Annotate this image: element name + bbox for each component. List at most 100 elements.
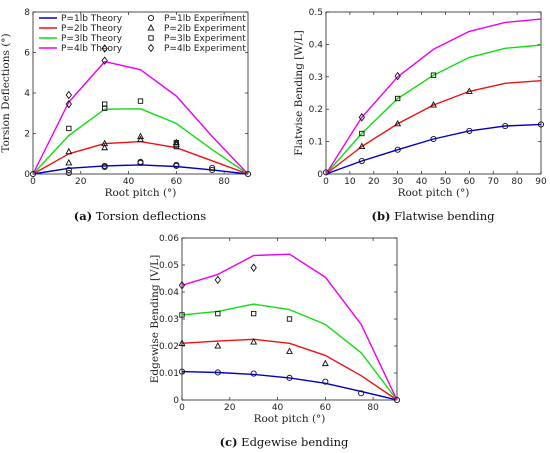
y-tick-label: 0.2 (309, 105, 323, 115)
data-point-circle (393, 396, 401, 404)
legend-label: P=3lb Experiment (164, 34, 246, 44)
caption-c-text: Edgewise bending (238, 435, 349, 449)
data-point-circle (430, 135, 437, 143)
data-point-triangle (430, 101, 437, 108)
y-tick-label: 0.3 (309, 73, 323, 83)
data-point-circle (178, 368, 186, 375)
data-point-square (215, 310, 221, 317)
data-point-circle (29, 170, 37, 178)
x-tick-label: 30 (392, 177, 404, 187)
y-axis-label: Edgewise Bending [V/L] (149, 255, 161, 384)
data-point-square (286, 316, 293, 322)
data-point-circle (466, 127, 473, 134)
x-tick-label: 20 (224, 403, 236, 413)
legend-label: P=4lb Theory (61, 44, 123, 54)
y-tick-label: 0.1 (309, 138, 323, 148)
data-point-circle (209, 166, 216, 173)
y-tick-label: 4 (24, 89, 30, 99)
y-tick-label: 0.03 (159, 315, 179, 325)
x-tick-label: 20 (75, 177, 87, 187)
y-tick-label: 2 (24, 130, 30, 140)
x-tick-label: 60 (464, 177, 476, 187)
x-tick-label: 10 (344, 177, 356, 187)
data-point-triangle (137, 135, 144, 143)
data-point-triangle (250, 338, 258, 345)
data-point-circle (502, 122, 509, 130)
series-line-p-2lb-theory (325, 80, 542, 175)
x-tick-label: 20 (368, 177, 380, 187)
data-point-square (430, 72, 437, 78)
x-tick-label: 0 (179, 403, 185, 413)
legend-label: P=4lb Experiment (164, 44, 246, 54)
y-tick-label: 8 (24, 8, 30, 18)
data-point-diamond (65, 90, 72, 100)
x-tick-label: 80 (218, 177, 230, 187)
y-tick-label: 0.05 (159, 261, 179, 271)
y-tick-label: 6 (24, 49, 30, 59)
legend-marker-diamond (147, 43, 155, 53)
data-point-square (137, 98, 144, 104)
y-tick-label: 0.5 (309, 8, 323, 18)
data-point-diamond (250, 263, 257, 272)
x-tick-label: 40 (272, 403, 284, 413)
series-line-p-2lb-theory (181, 338, 398, 401)
data-point-square (102, 101, 108, 107)
x-tick-label: 70 (487, 177, 499, 187)
x-axis-label: Root pitch (°) (254, 413, 326, 425)
x-tick-label: 60 (320, 403, 332, 413)
data-point-circle (358, 157, 365, 165)
caption-a-letter: (a) (74, 209, 92, 223)
y-tick-label: 0.04 (159, 288, 179, 298)
x-tick-label: 80 (367, 403, 379, 413)
legend-marker-square (148, 35, 154, 41)
data-point-triangle (178, 339, 186, 346)
data-point-circle (244, 170, 252, 178)
y-tick-label: 0.02 (159, 342, 179, 352)
x-tick-label: 80 (511, 177, 523, 187)
x-tick-label: 40 (123, 177, 135, 187)
data-point-diamond (101, 44, 108, 53)
series-line-p-1lb-theory (181, 370, 398, 401)
series-line-p-1lb-theory (32, 164, 249, 175)
data-point-triangle (65, 147, 73, 155)
panel-flatwise-bending: 0 10 20 30 40 50 60 70 80 90 0 0.1 0.2 0.3 0.4 0.5 Root … (293, 8, 547, 199)
data-point-circle (322, 378, 329, 385)
data-point-circle (65, 169, 72, 177)
legend-label: P=3lb Theory (61, 34, 123, 44)
caption-b-letter: (b) (372, 209, 391, 223)
y-tick-label: 0.4 (309, 40, 324, 50)
data-point-circle (65, 166, 72, 173)
y-axis-label: Flatwise Bending [W/L] (293, 30, 305, 156)
caption-b-text: Flatwise bending (390, 209, 495, 223)
series-line-p-3lb-theory (181, 303, 398, 401)
x-tick-label: 40 (416, 177, 428, 187)
data-point-square (359, 130, 365, 137)
data-point-circle (209, 164, 216, 171)
series-line-p-4lb-theory (32, 60, 249, 175)
data-point-circle (137, 158, 144, 165)
series-line-p-4lb-theory (181, 253, 398, 401)
data-point-circle (214, 369, 221, 376)
legend-label: P=2lb Experiment (164, 24, 246, 34)
data-point-triangle (101, 139, 109, 147)
x-axis-label: Root pitch (°) (398, 187, 470, 199)
data-point-circle (250, 370, 257, 377)
series-line-p-1lb-theory (325, 123, 542, 175)
data-point-diamond (101, 56, 108, 65)
y-tick-label: 0 (24, 170, 30, 180)
data-point-diamond (358, 113, 365, 122)
data-point-triangle (214, 342, 222, 349)
data-point-circle (322, 169, 330, 176)
y-tick-label: 0 (173, 396, 179, 406)
legend-marker-triangle (147, 24, 155, 31)
x-tick-label: 90 (535, 177, 547, 187)
data-point-triangle (394, 119, 402, 127)
caption-b: (b) Flatwise bending (372, 209, 496, 223)
y-tick-label: 0 (317, 170, 323, 180)
data-point-circle (173, 161, 180, 168)
data-point-square (251, 310, 257, 317)
data-point-square (66, 125, 72, 132)
data-point-triangle (358, 142, 366, 149)
x-tick-label: 0 (323, 177, 329, 187)
